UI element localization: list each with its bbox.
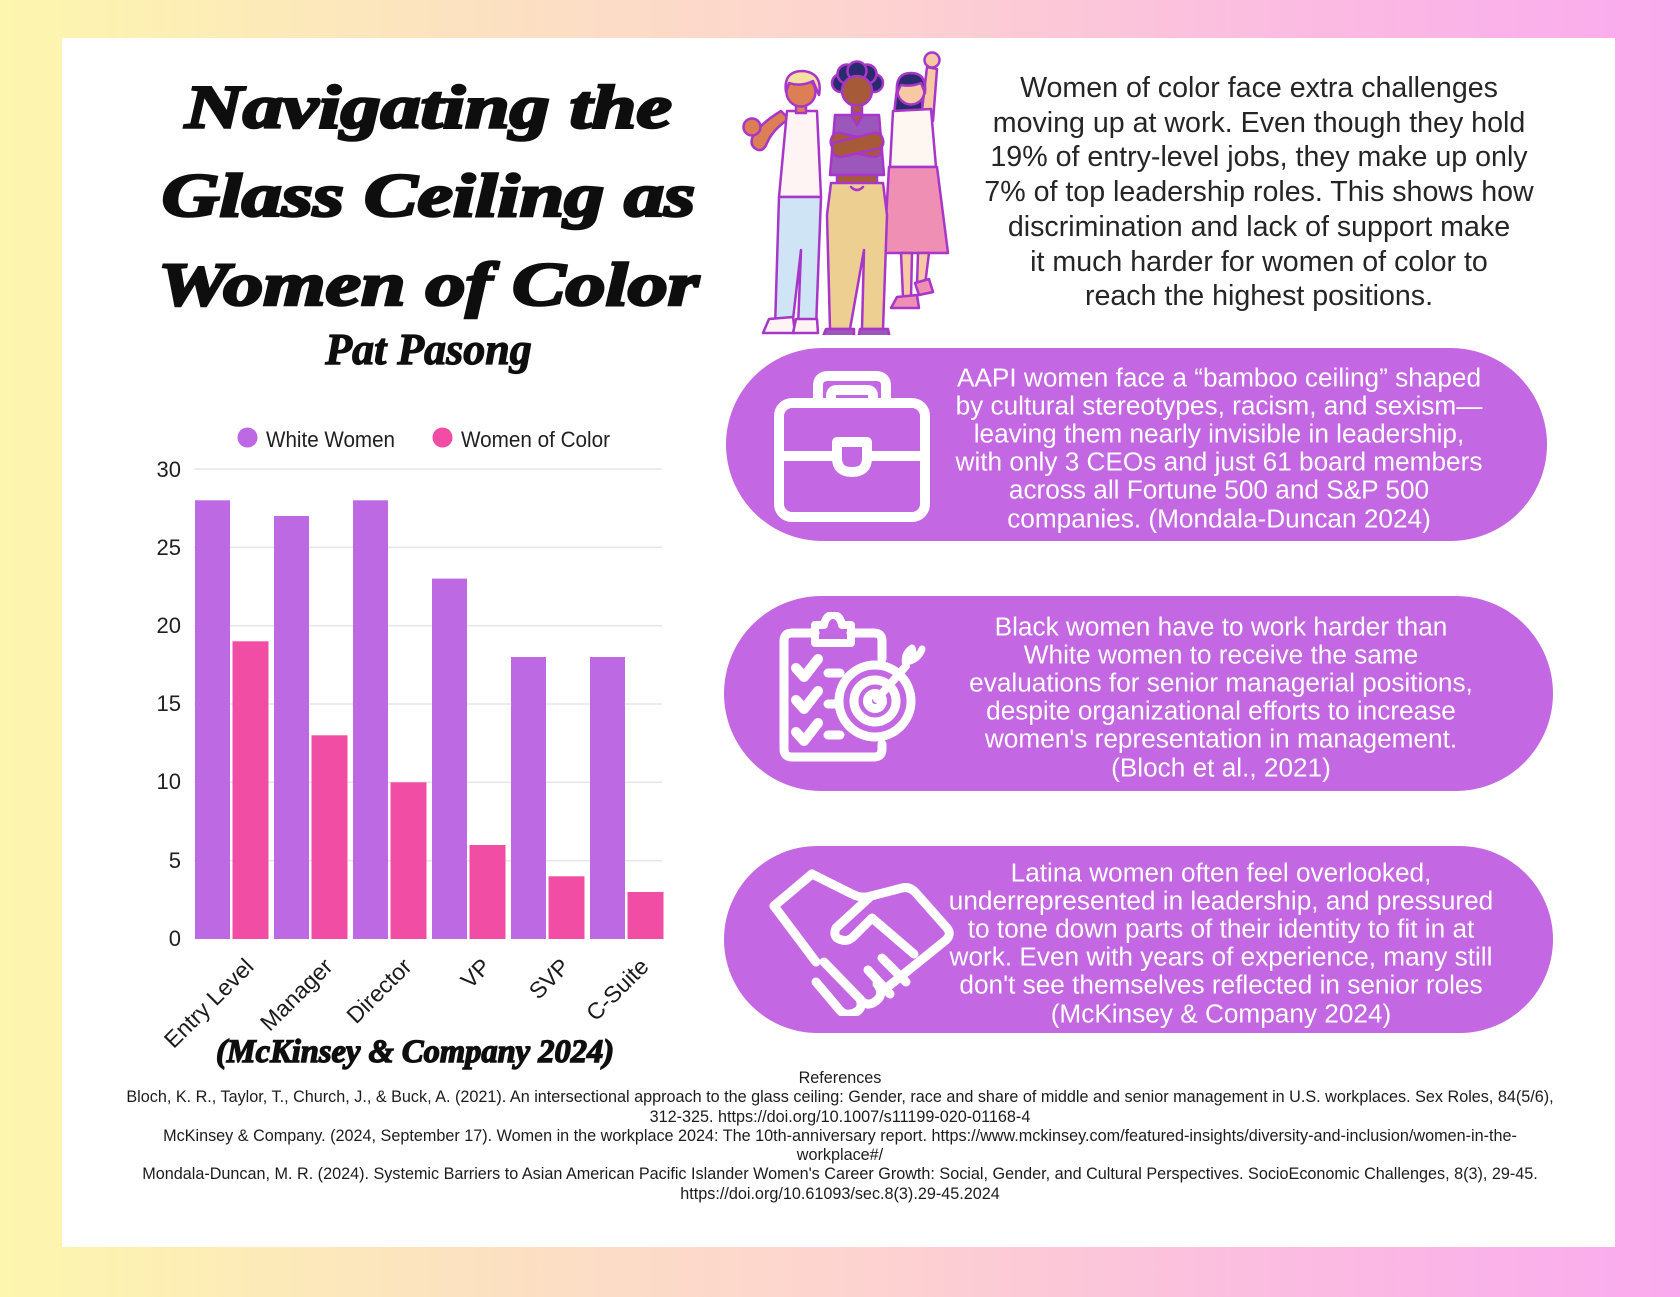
svg-text:5: 5 (169, 848, 181, 873)
svg-text:20: 20 (157, 613, 181, 638)
svg-text:VP: VP (455, 953, 495, 993)
svg-text:25: 25 (157, 535, 181, 560)
svg-text:Director: Director (341, 953, 417, 1029)
svg-text:C-Suite: C-Suite (581, 953, 654, 1026)
svg-text:10: 10 (157, 769, 181, 794)
svg-text:SVP: SVP (524, 953, 575, 1004)
svg-text:Manager: Manager (255, 953, 338, 1036)
svg-text:0: 0 (169, 926, 181, 951)
svg-text:15: 15 (157, 691, 181, 716)
svg-text:White Women: White Women (266, 427, 395, 452)
svg-text:30: 30 (157, 457, 181, 482)
svg-text:Women of Color: Women of Color (461, 427, 610, 452)
